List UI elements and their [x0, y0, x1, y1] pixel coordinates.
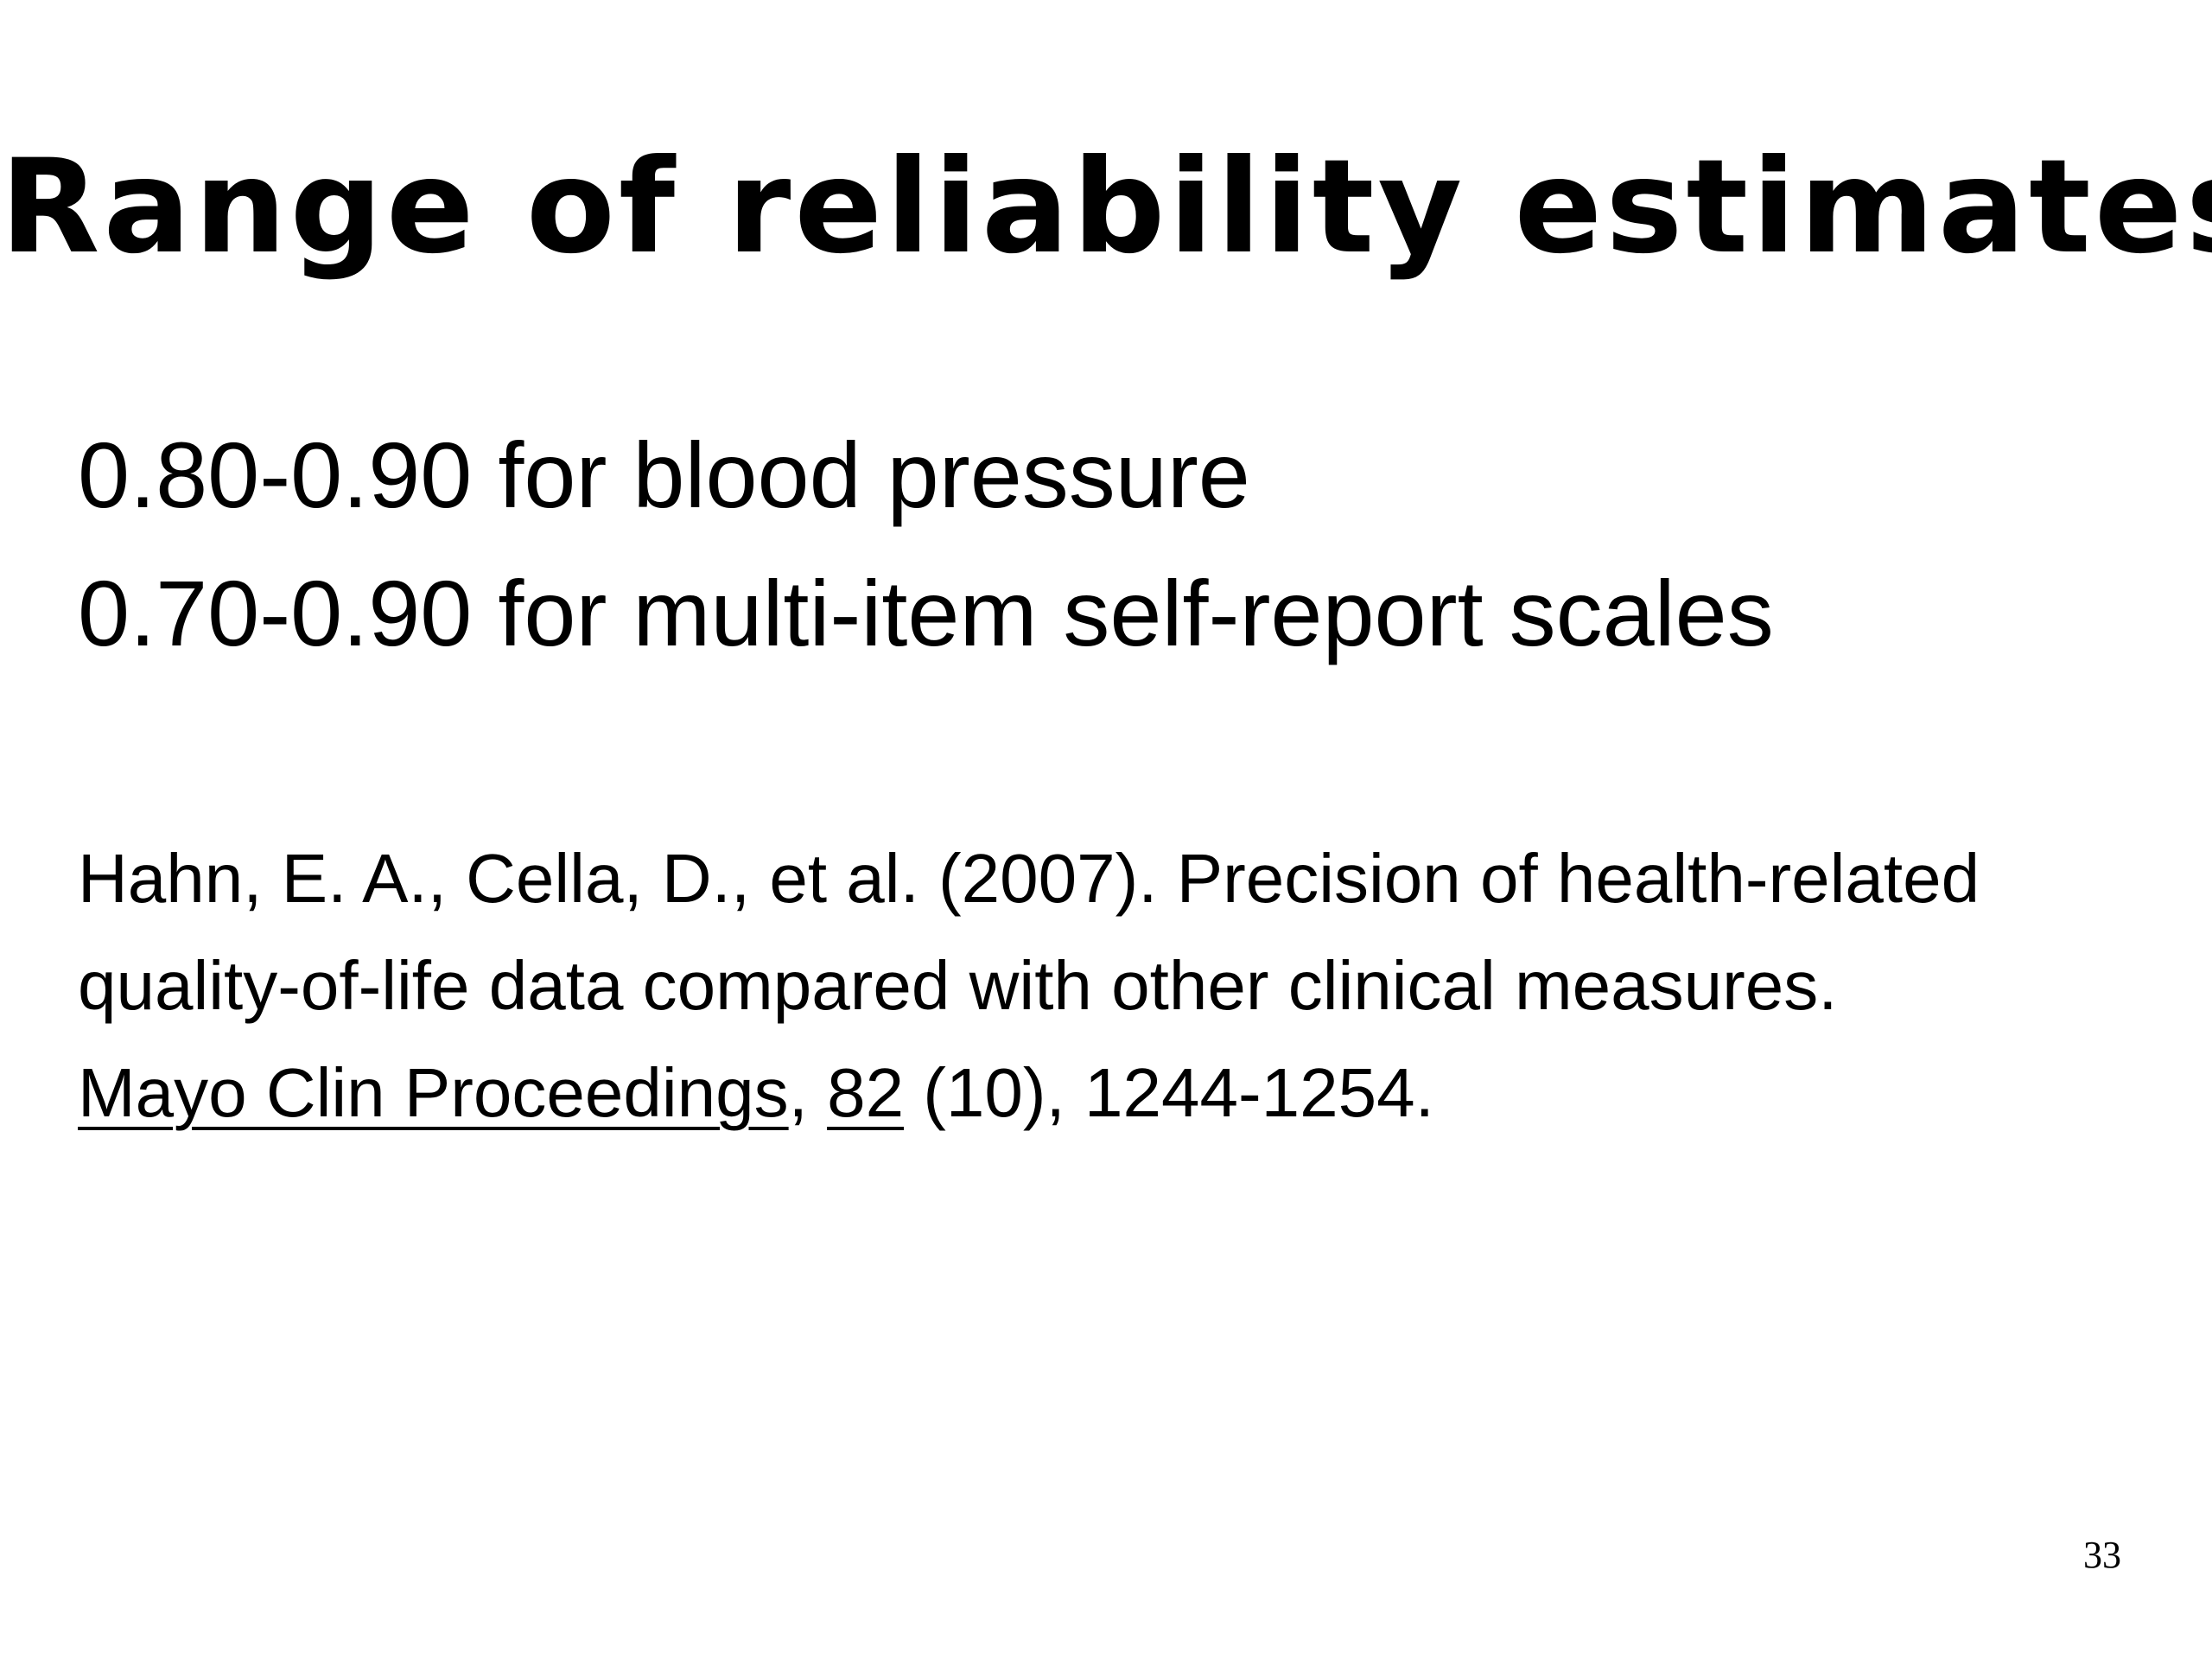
page-number: 33 [2083, 1534, 2121, 1576]
bullet-self-report-scales: 0.70-0.90 for multi-item self-report sca… [78, 561, 1774, 665]
citation: Hahn, E. A., Cella, D., et al. (2007). P… [78, 825, 2195, 1147]
slide-title: Range of reliability estimates [0, 132, 2212, 283]
citation-separator: , [788, 1054, 828, 1131]
citation-journal: Mayo Clin Proceedings [78, 1054, 789, 1131]
bullet-blood-pressure: 0.80-0.90 for blood pressure [78, 423, 1250, 527]
citation-issue-pages: (10), 1244-1254. [904, 1054, 1434, 1131]
citation-line-2: quality-of-life data compared with other… [78, 947, 1838, 1024]
citation-line-3: Mayo Clin Proceedings, 82 (10), 1244-125… [78, 1039, 2195, 1147]
citation-volume: 82 [827, 1054, 905, 1131]
citation-line-1: Hahn, E. A., Cella, D., et al. (2007). P… [78, 840, 1980, 917]
bullet-list: 0.80-0.90 for blood pressure 0.70-0.90 f… [78, 406, 2152, 683]
